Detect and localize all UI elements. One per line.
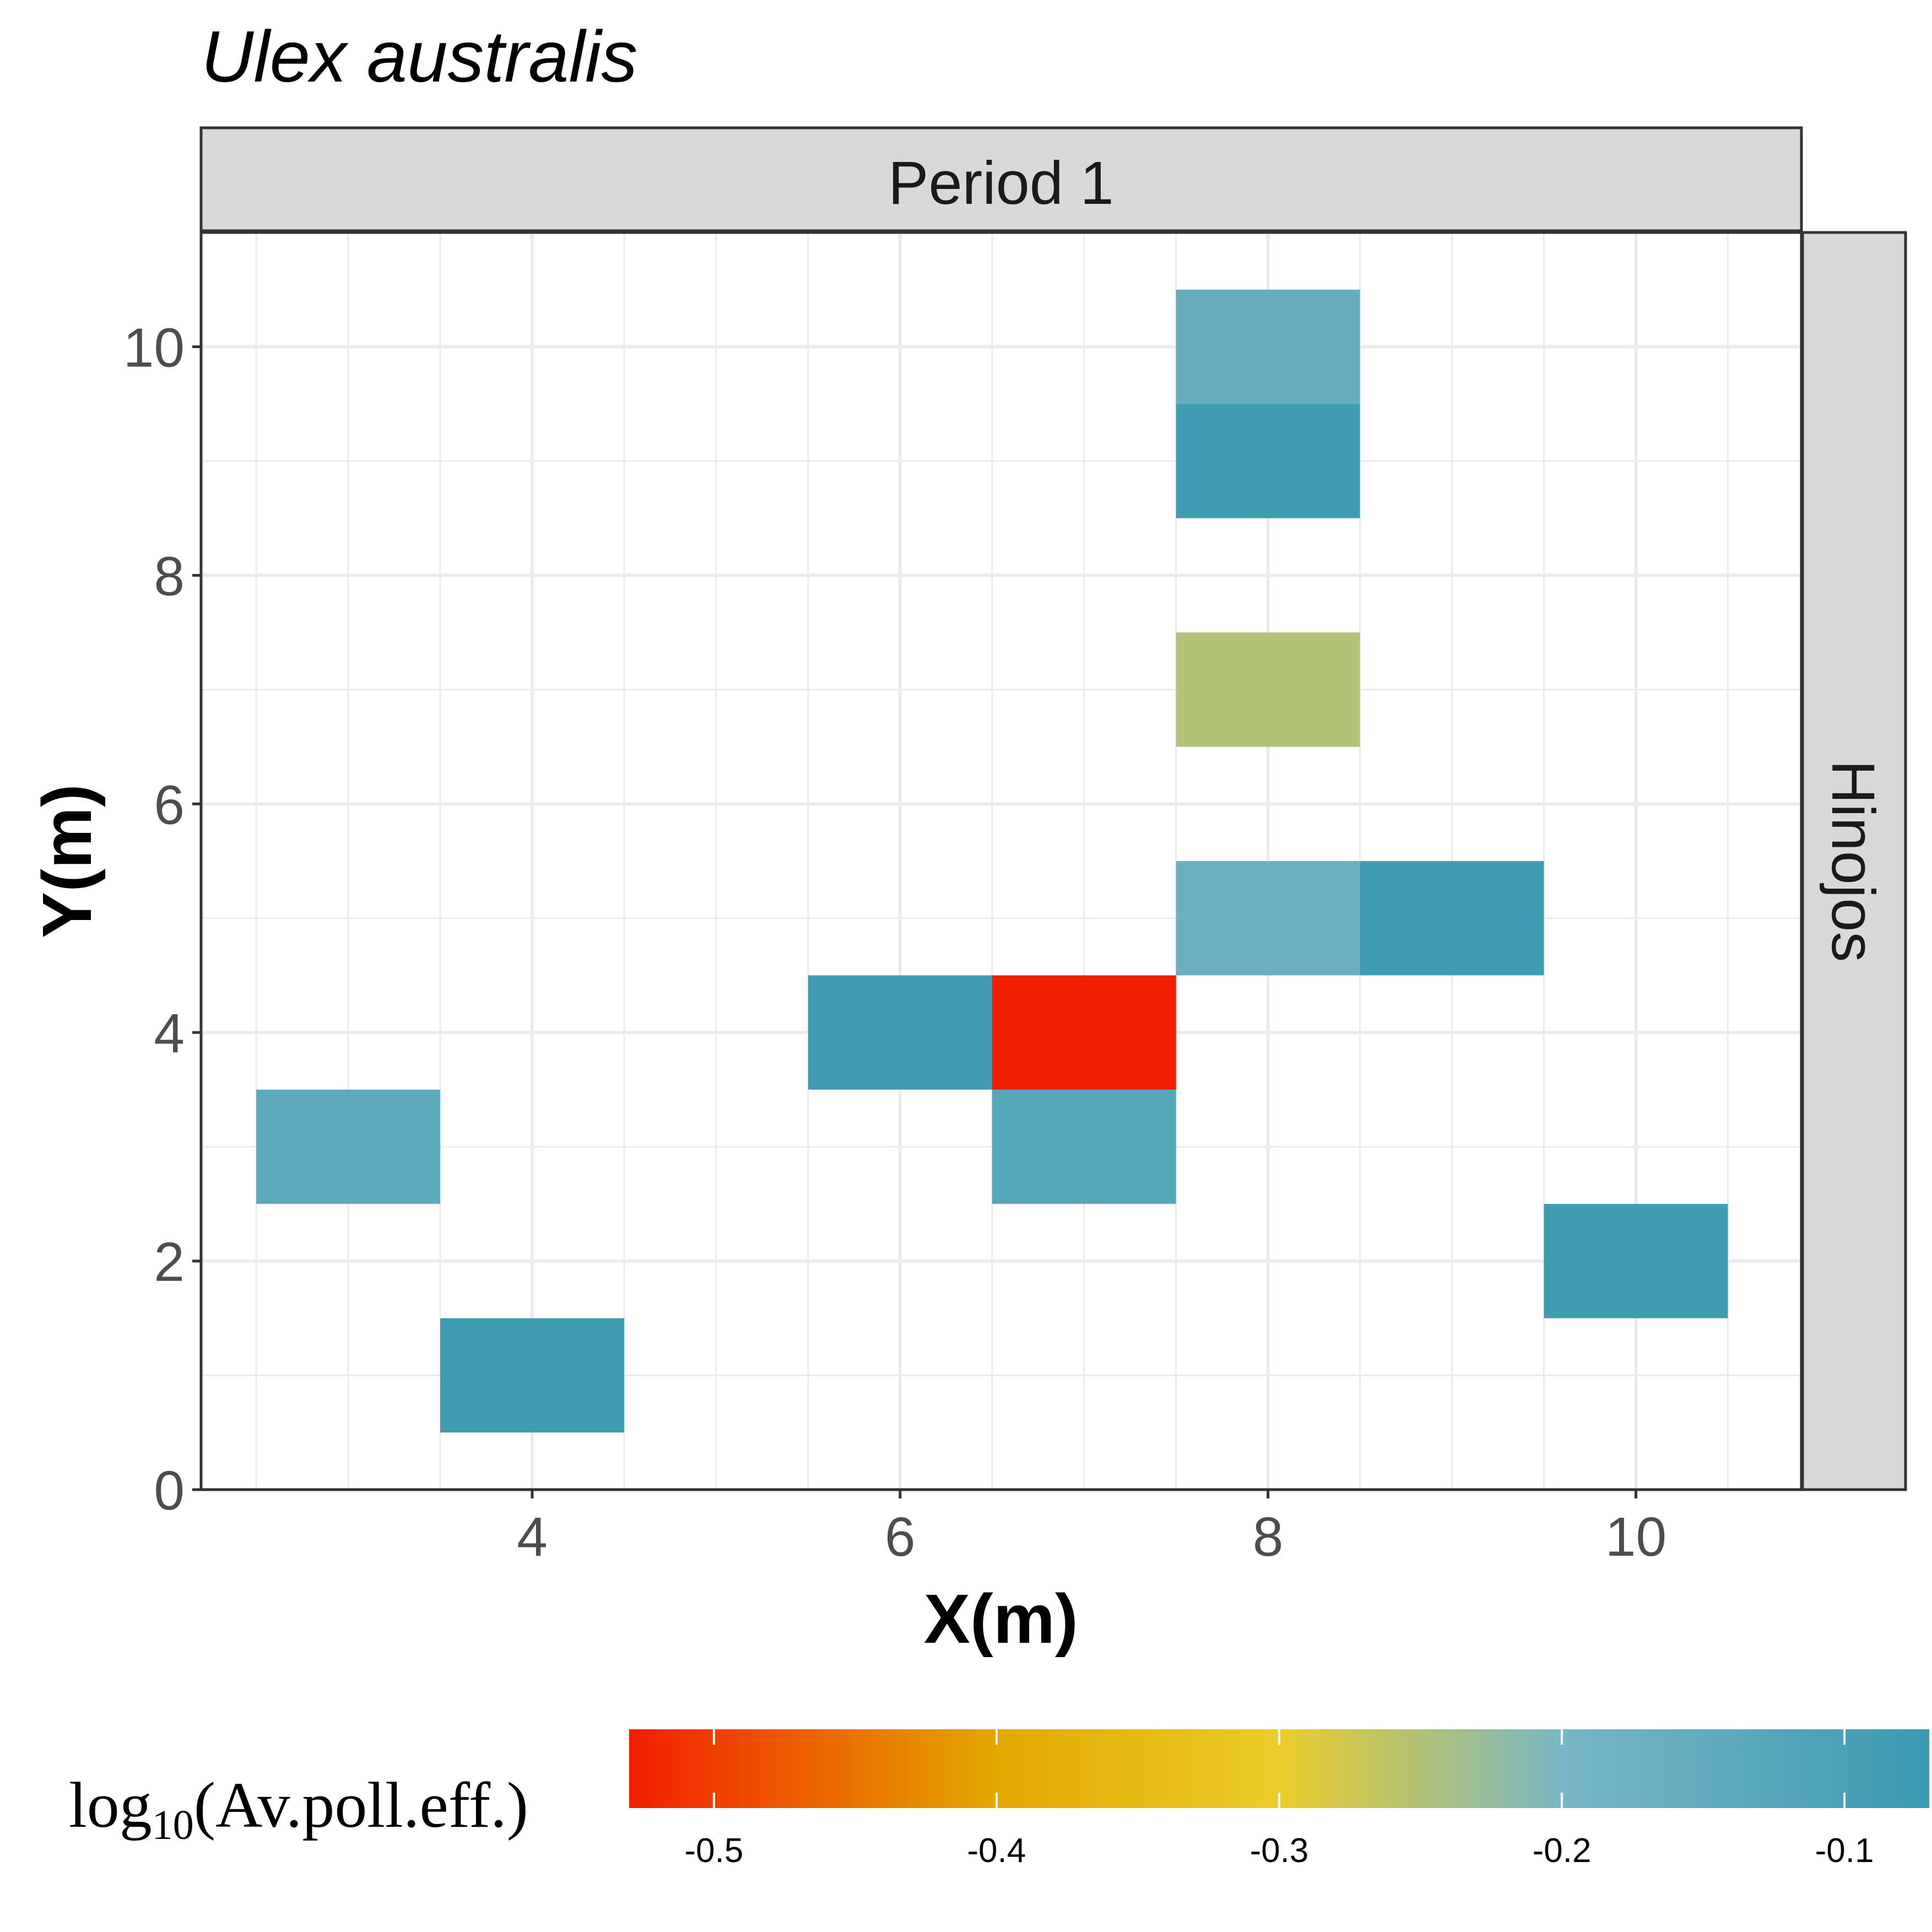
y-tick-label: 6 <box>154 774 185 836</box>
x-axis-title: X(m) <box>924 1580 1078 1658</box>
y-tick-label: 10 <box>123 317 185 378</box>
x-tick-label: 4 <box>517 1506 548 1568</box>
x-tick-label: 8 <box>1253 1506 1284 1568</box>
legend-ticks: -0.5 -0.4 -0.3 -0.2 -0.1 <box>684 1729 1874 1870</box>
y-tick-label: 4 <box>154 1003 185 1064</box>
heatmap-cells <box>256 289 1728 1433</box>
legend-tick-label: -0.1 <box>1815 1832 1874 1870</box>
heatmap-cell <box>1176 632 1360 747</box>
x-tick-label: 6 <box>885 1506 916 1568</box>
legend-tick-label: -0.4 <box>967 1832 1026 1870</box>
facet-strip-right <box>1801 231 1907 1491</box>
legend-title: log10(Av.poll.eff.) <box>69 1769 528 1848</box>
x-tick-label: 10 <box>1605 1506 1666 1568</box>
heatmap-cell <box>1360 861 1544 976</box>
y-tick-label: 0 <box>154 1460 185 1522</box>
facet-strip-top <box>199 126 1803 232</box>
y-tick-label: 8 <box>154 545 185 607</box>
legend-tick-label: -0.2 <box>1533 1832 1592 1870</box>
heatmap-cell <box>440 1318 624 1433</box>
heatmap-cell <box>1544 1204 1728 1318</box>
heatmap-cell <box>992 1089 1176 1204</box>
chart-title: Ulex australis <box>201 16 637 97</box>
facet-col-label: Period 1 <box>888 149 1114 217</box>
heatmap-cell <box>256 1089 441 1204</box>
legend-title-rest: (Av.poll.eff.) <box>194 1769 528 1841</box>
facet-row-label: Hinojos <box>1819 760 1887 962</box>
legend-tick-label: -0.5 <box>684 1832 743 1870</box>
heatmap-cell <box>1176 289 1360 404</box>
heatmap-cell <box>808 975 992 1090</box>
legend-title-log: log <box>69 1769 152 1841</box>
heatmap-cell <box>992 975 1176 1090</box>
plot-panel-border <box>199 231 1803 1491</box>
axis-ticks: 4 6 8 10 0 2 4 6 8 10 <box>123 317 1666 1568</box>
legend-tick-label: -0.3 <box>1250 1832 1309 1870</box>
heatmap-cell <box>1176 404 1360 518</box>
heatmap-cell <box>1176 861 1360 976</box>
y-axis-title: Y(m) <box>28 784 106 938</box>
legend-title-subscript: 10 <box>152 1802 194 1848</box>
y-tick-label: 2 <box>154 1231 185 1293</box>
